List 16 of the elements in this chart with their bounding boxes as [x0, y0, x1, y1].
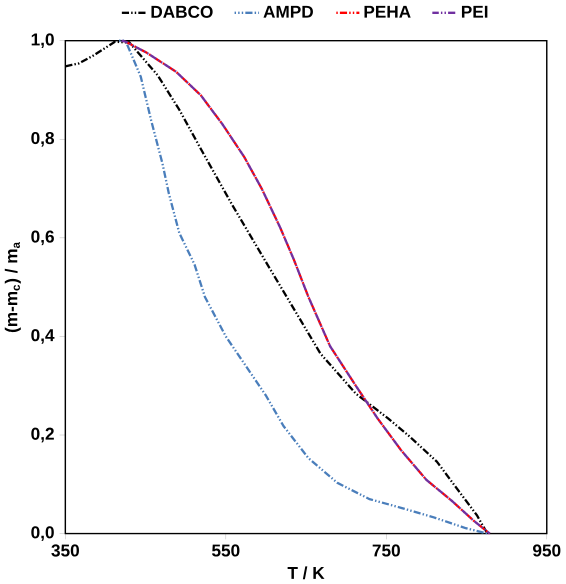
x-axis-title: T / K	[288, 566, 325, 580]
x-tick-label: 350	[51, 544, 80, 557]
y-axis-title: (m-m$_{c}$) / m$_{a}$	[4, 242, 21, 332]
legend-label: PEHA	[364, 6, 411, 18]
legend-label: DABCO	[152, 6, 213, 18]
x-tick-label: 750	[372, 544, 400, 557]
y-tick-label: 0,8	[31, 132, 54, 147]
y-tick-label: 0,2	[31, 428, 54, 442]
y-tick-label: 1,0	[32, 33, 54, 48]
y-tick-label: 0,0	[31, 526, 54, 541]
legend-label: PEI	[462, 6, 488, 18]
y-tick-label: 0,4	[31, 329, 54, 344]
legend-label: AMPD	[264, 6, 313, 18]
y-tick-label: 0,6	[31, 230, 54, 246]
x-tick-label: 550	[212, 544, 240, 557]
x-tick-label: 950	[533, 544, 560, 557]
